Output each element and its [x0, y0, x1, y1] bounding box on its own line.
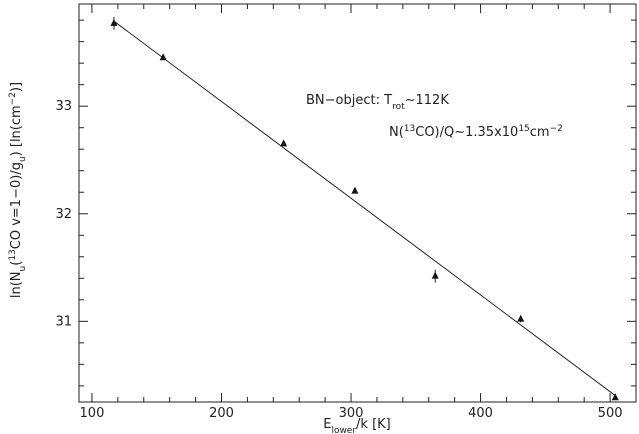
data-point [611, 393, 619, 401]
x-tick-label: 100 [80, 406, 105, 421]
data-point [110, 18, 118, 26]
fit-line-group [113, 20, 616, 396]
data-point [351, 186, 359, 194]
annotation-column-density: N(13CO)/Q∼1.35x1015cm−2 [389, 124, 563, 140]
x-tick-label: 200 [209, 406, 234, 421]
data-points [110, 16, 619, 401]
data-point [280, 139, 288, 147]
data-point [431, 271, 439, 279]
plot-frame [78, 3, 637, 403]
x-tick-label: 500 [598, 406, 623, 421]
y-tick-label: 32 [55, 207, 72, 222]
y-tick-label: 33 [55, 99, 72, 114]
fit-line [113, 20, 616, 396]
y-axis-label: ln(Nu(13CO v=1−0)/gu) [ln(cm−2)] [8, 82, 28, 298]
y-tick-label: 31 [55, 314, 72, 329]
x-axis-label: Elower/k [K] [323, 417, 391, 434]
x-tick-label: 400 [468, 406, 493, 421]
plot-border [78, 3, 637, 403]
annotation-trot: BN−object: Trot∼112K [306, 93, 449, 112]
data-point [159, 53, 167, 61]
axis-ticks: 100 200 300 400 500 31 32 33 [55, 4, 637, 421]
data-point [517, 314, 525, 322]
x-tick-label: 300 [339, 406, 364, 421]
